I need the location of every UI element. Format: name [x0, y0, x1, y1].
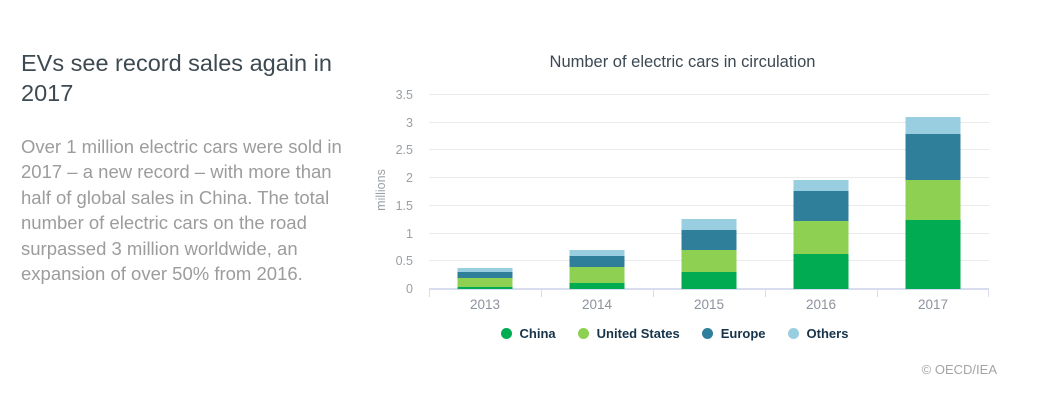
bar-segment-2014-china[interactable] — [569, 283, 625, 289]
legend-label: China — [519, 326, 556, 341]
legend: China United States Europe Others — [376, 326, 973, 341]
gridline — [429, 177, 989, 179]
legend-marker-china-icon — [500, 328, 512, 339]
bar-segment-2017-united-states[interactable] — [905, 179, 961, 221]
legend-item-china[interactable]: China — [500, 326, 556, 341]
y-axis-tick-label: 2.5 — [395, 143, 413, 158]
y-axis-tick-label: 0 — [406, 282, 413, 296]
bar-slot-2016: 2016 — [765, 95, 877, 312]
bar-segment-2016-china[interactable] — [793, 253, 849, 289]
bar-slot-2013: 2013 — [429, 95, 541, 312]
bar-segment-2016-united-states[interactable] — [793, 221, 849, 254]
bar-2015[interactable] — [681, 219, 737, 289]
legend-item-others[interactable]: Others — [787, 326, 849, 341]
bar-segment-2014-others[interactable] — [569, 250, 625, 256]
x-axis-tick — [429, 289, 430, 297]
gridline — [429, 94, 989, 95]
bar-segment-2016-europe[interactable] — [793, 191, 849, 222]
bar-segment-2013-europe[interactable] — [457, 271, 513, 278]
legend-label: United States — [596, 326, 680, 341]
bar-2014[interactable] — [569, 250, 625, 289]
x-axis-category-label: 2014 — [581, 297, 613, 312]
x-axis-category-label: 2016 — [805, 297, 837, 312]
bar-2017[interactable] — [905, 116, 961, 289]
x-axis-tick — [653, 289, 654, 297]
legend-marker-europe-icon — [701, 328, 713, 339]
bar-segment-2017-china[interactable] — [905, 220, 961, 289]
bar-segment-2016-others[interactable] — [793, 179, 849, 192]
bar-2016[interactable] — [793, 179, 849, 289]
legend-item-united-states[interactable]: United States — [577, 326, 680, 341]
x-axis-tick — [877, 289, 878, 297]
bar-slot-2017: 2017 — [877, 95, 989, 312]
x-axis-tick — [765, 289, 766, 297]
legend-label: Others — [806, 326, 849, 341]
bar-segment-2015-united-states[interactable] — [681, 250, 737, 272]
bar-slot-2015: 2015 — [653, 95, 765, 312]
legend-label: Europe — [720, 326, 766, 341]
bar-segment-2013-others[interactable] — [457, 267, 513, 272]
x-axis-tick — [541, 289, 542, 297]
copyright-credit: © OECD/IEA — [921, 362, 997, 377]
bar-2013[interactable] — [457, 267, 513, 289]
legend-marker-others-icon — [787, 328, 799, 339]
x-axis-line — [429, 288, 989, 290]
chart-title: Number of electric cars in circulation — [549, 53, 816, 71]
bar-segment-2017-europe[interactable] — [905, 133, 961, 180]
bar-segment-2015-europe[interactable] — [681, 229, 737, 251]
bar-segment-2015-others[interactable] — [681, 219, 737, 230]
gridline — [429, 149, 989, 151]
y-axis-tick-label: 3 — [406, 115, 413, 130]
bar-segment-2017-others[interactable] — [905, 116, 961, 134]
bar-segment-2013-china[interactable] — [457, 287, 513, 289]
y-axis-tick-label: 1.5 — [395, 198, 413, 213]
article-title: EVs see record sales again in 2017 — [21, 50, 332, 106]
gridline — [429, 121, 989, 123]
y-axis-tick-label: 3.5 — [395, 88, 413, 102]
bar-segment-2013-united-states[interactable] — [457, 277, 513, 288]
x-axis-category-label: 2017 — [917, 297, 949, 312]
bar-segment-2014-united-states[interactable] — [569, 267, 625, 284]
legend-item-europe[interactable]: Europe — [701, 326, 766, 341]
y-axis-tick-label: 1 — [406, 226, 413, 241]
article-panel: EVs see record sales again in 2017 Over … — [21, 48, 353, 286]
y-axis-tick-label: 2 — [406, 171, 413, 186]
bar-segment-2015-china[interactable] — [681, 271, 737, 289]
x-axis-category-label: 2013 — [469, 297, 501, 312]
x-axis-category-label: 2015 — [693, 297, 725, 312]
plot-area: 0 0.5 1 1.5 2 2.5 3 3.5 2013 2014 2015 2016 2017 — [396, 88, 989, 312]
x-axis-tick — [988, 289, 989, 297]
legend-marker-united-states-icon — [577, 328, 589, 339]
bar-slot-2014: 2014 — [541, 95, 653, 312]
gridline — [429, 204, 989, 206]
bar-segment-2014-europe[interactable] — [569, 255, 625, 268]
article-body: Over 1 million electric cars were sold i… — [21, 136, 342, 285]
y-axis-tick-label: 0.5 — [395, 254, 413, 269]
